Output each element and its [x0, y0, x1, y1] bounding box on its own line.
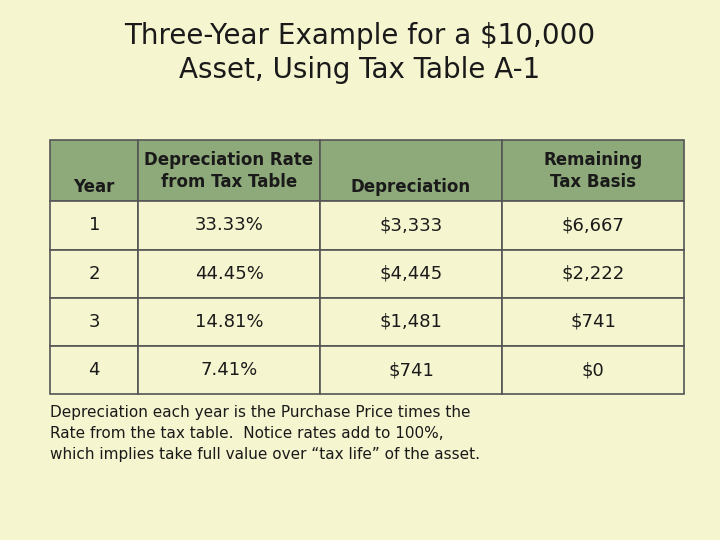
Text: 33.33%: 33.33%	[194, 217, 264, 234]
Bar	[50, 298, 138, 346]
Text: Remaining
Tax Basis: Remaining Tax Basis	[544, 151, 643, 191]
Text: Depreciation: Depreciation	[351, 178, 471, 196]
Bar	[138, 298, 320, 346]
Text: $4,445: $4,445	[379, 265, 443, 282]
Text: $3,333: $3,333	[379, 217, 443, 234]
Bar	[320, 249, 502, 298]
Bar	[138, 140, 320, 201]
Bar	[138, 249, 320, 298]
Bar	[138, 201, 320, 249]
Text: 44.45%: 44.45%	[194, 265, 264, 282]
Bar	[50, 140, 138, 201]
Bar	[320, 201, 502, 249]
Text: $0: $0	[582, 361, 604, 379]
Text: 1: 1	[89, 217, 100, 234]
Text: 14.81%: 14.81%	[195, 313, 264, 331]
Bar	[320, 140, 502, 201]
Text: Depreciation each year is the Purchase Price times the
Rate from the tax table. : Depreciation each year is the Purchase P…	[50, 405, 480, 462]
Text: Year: Year	[73, 178, 115, 196]
Text: $741: $741	[570, 313, 616, 331]
Text: 4: 4	[89, 361, 100, 379]
Text: 2: 2	[89, 265, 100, 282]
Text: $741: $741	[388, 361, 434, 379]
Bar	[50, 201, 138, 249]
Bar	[502, 140, 684, 201]
Text: $2,222: $2,222	[562, 265, 625, 282]
Bar	[320, 346, 502, 394]
Bar	[50, 346, 138, 394]
Text: 3: 3	[89, 313, 100, 331]
Bar	[50, 249, 138, 298]
Bar	[502, 249, 684, 298]
Text: $1,481: $1,481	[379, 313, 443, 331]
Bar	[502, 346, 684, 394]
Bar	[502, 298, 684, 346]
Text: $6,667: $6,667	[562, 217, 624, 234]
Text: Depreciation Rate
from Tax Table: Depreciation Rate from Tax Table	[145, 151, 314, 191]
Bar	[320, 298, 502, 346]
Text: Three-Year Example for a $10,000
Asset, Using Tax Table A-1: Three-Year Example for a $10,000 Asset, …	[125, 22, 595, 84]
Bar	[502, 201, 684, 249]
Text: 7.41%: 7.41%	[200, 361, 258, 379]
Bar	[138, 346, 320, 394]
